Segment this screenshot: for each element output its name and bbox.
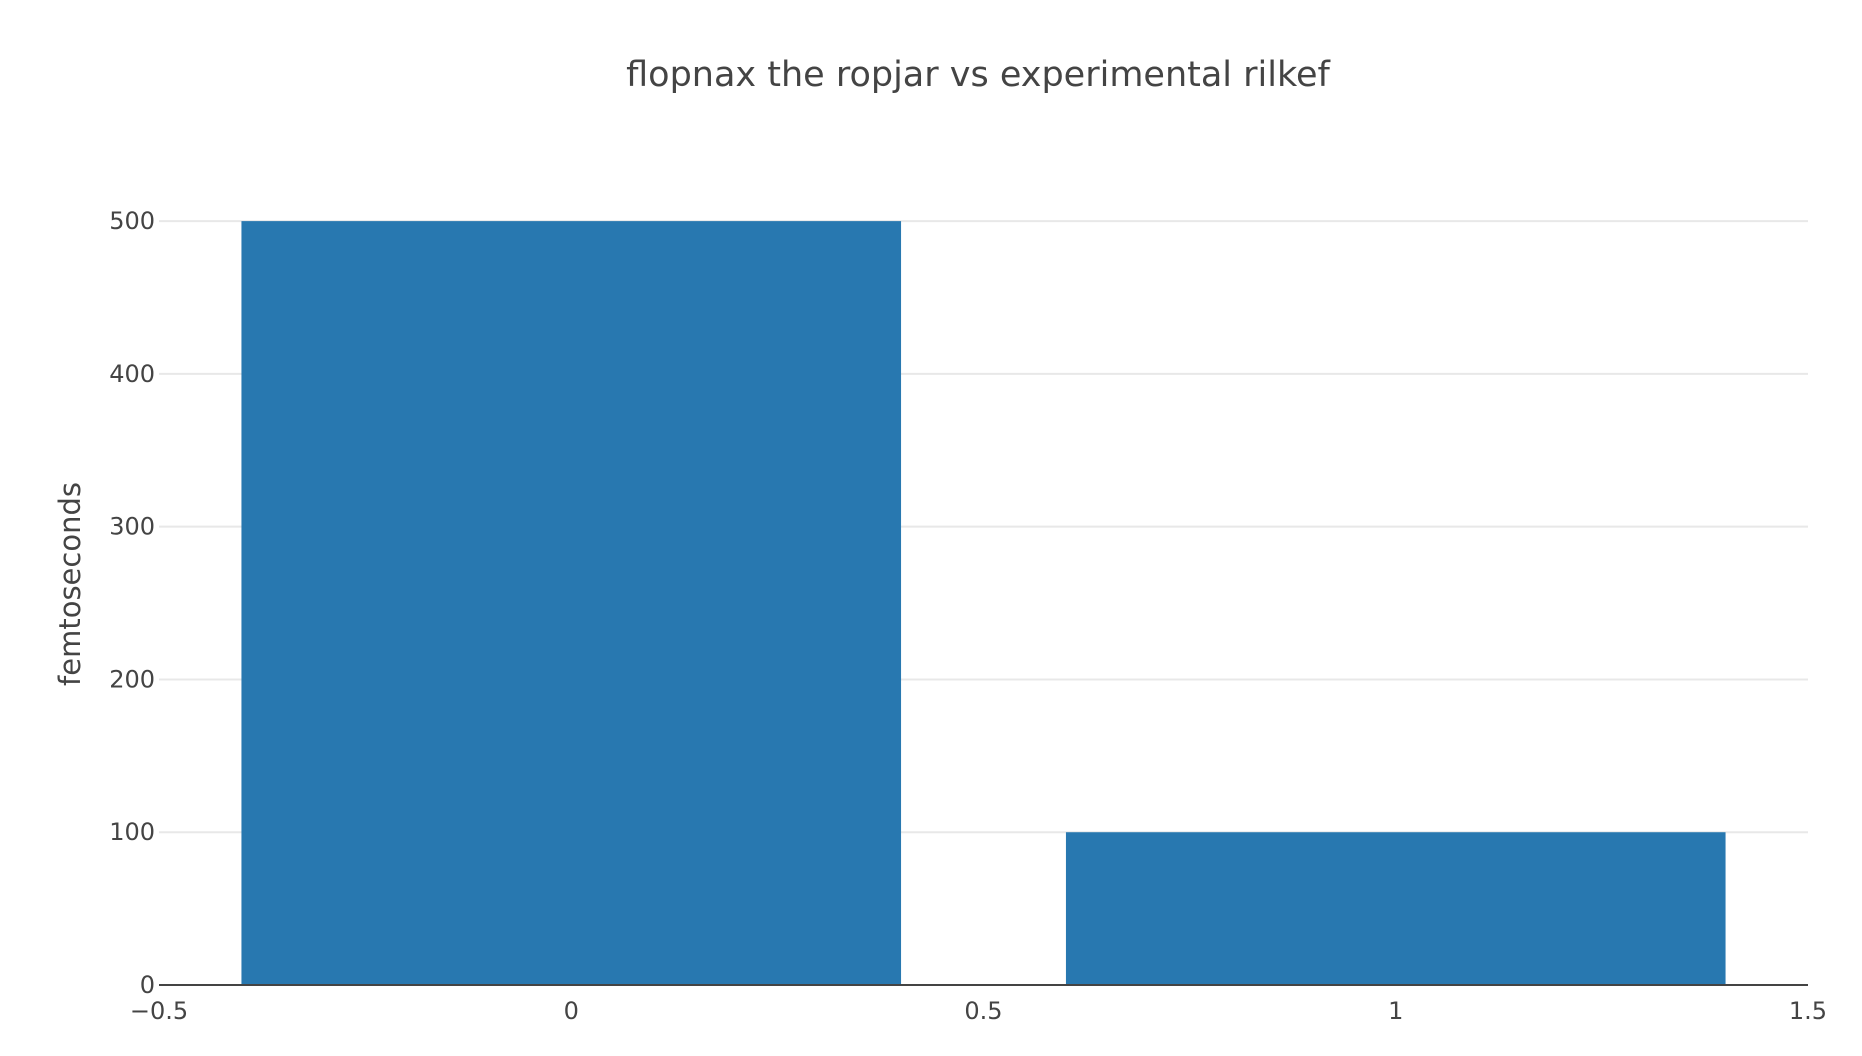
bar <box>1065 832 1726 985</box>
bar <box>241 221 902 986</box>
y-tick-label: 200 <box>109 665 155 693</box>
y-axis-tick-labels: 0 100 200 300 400 500 <box>109 207 155 999</box>
y-tick-label: 500 <box>109 207 155 235</box>
x-tick-label: 0.5 <box>964 997 1002 1025</box>
x-axis-tick-labels: −0.5 0 0.5 1 1.5 <box>130 997 1827 1025</box>
x-tick-label: 0 <box>564 997 579 1025</box>
x-tick-label: −0.5 <box>130 997 188 1025</box>
x-tick-label: 1 <box>1388 997 1403 1025</box>
y-tick-label: 400 <box>109 360 155 388</box>
y-tick-label: 100 <box>109 818 155 846</box>
y-tick-label: 300 <box>109 513 155 541</box>
bars <box>241 221 1726 986</box>
x-tick-label: 1.5 <box>1789 997 1827 1025</box>
y-tick-label: 0 <box>140 971 155 999</box>
chart-title: flopnax the ropjar vs experimental rilke… <box>626 55 1330 95</box>
y-axis-title: femtoseconds <box>53 482 87 686</box>
